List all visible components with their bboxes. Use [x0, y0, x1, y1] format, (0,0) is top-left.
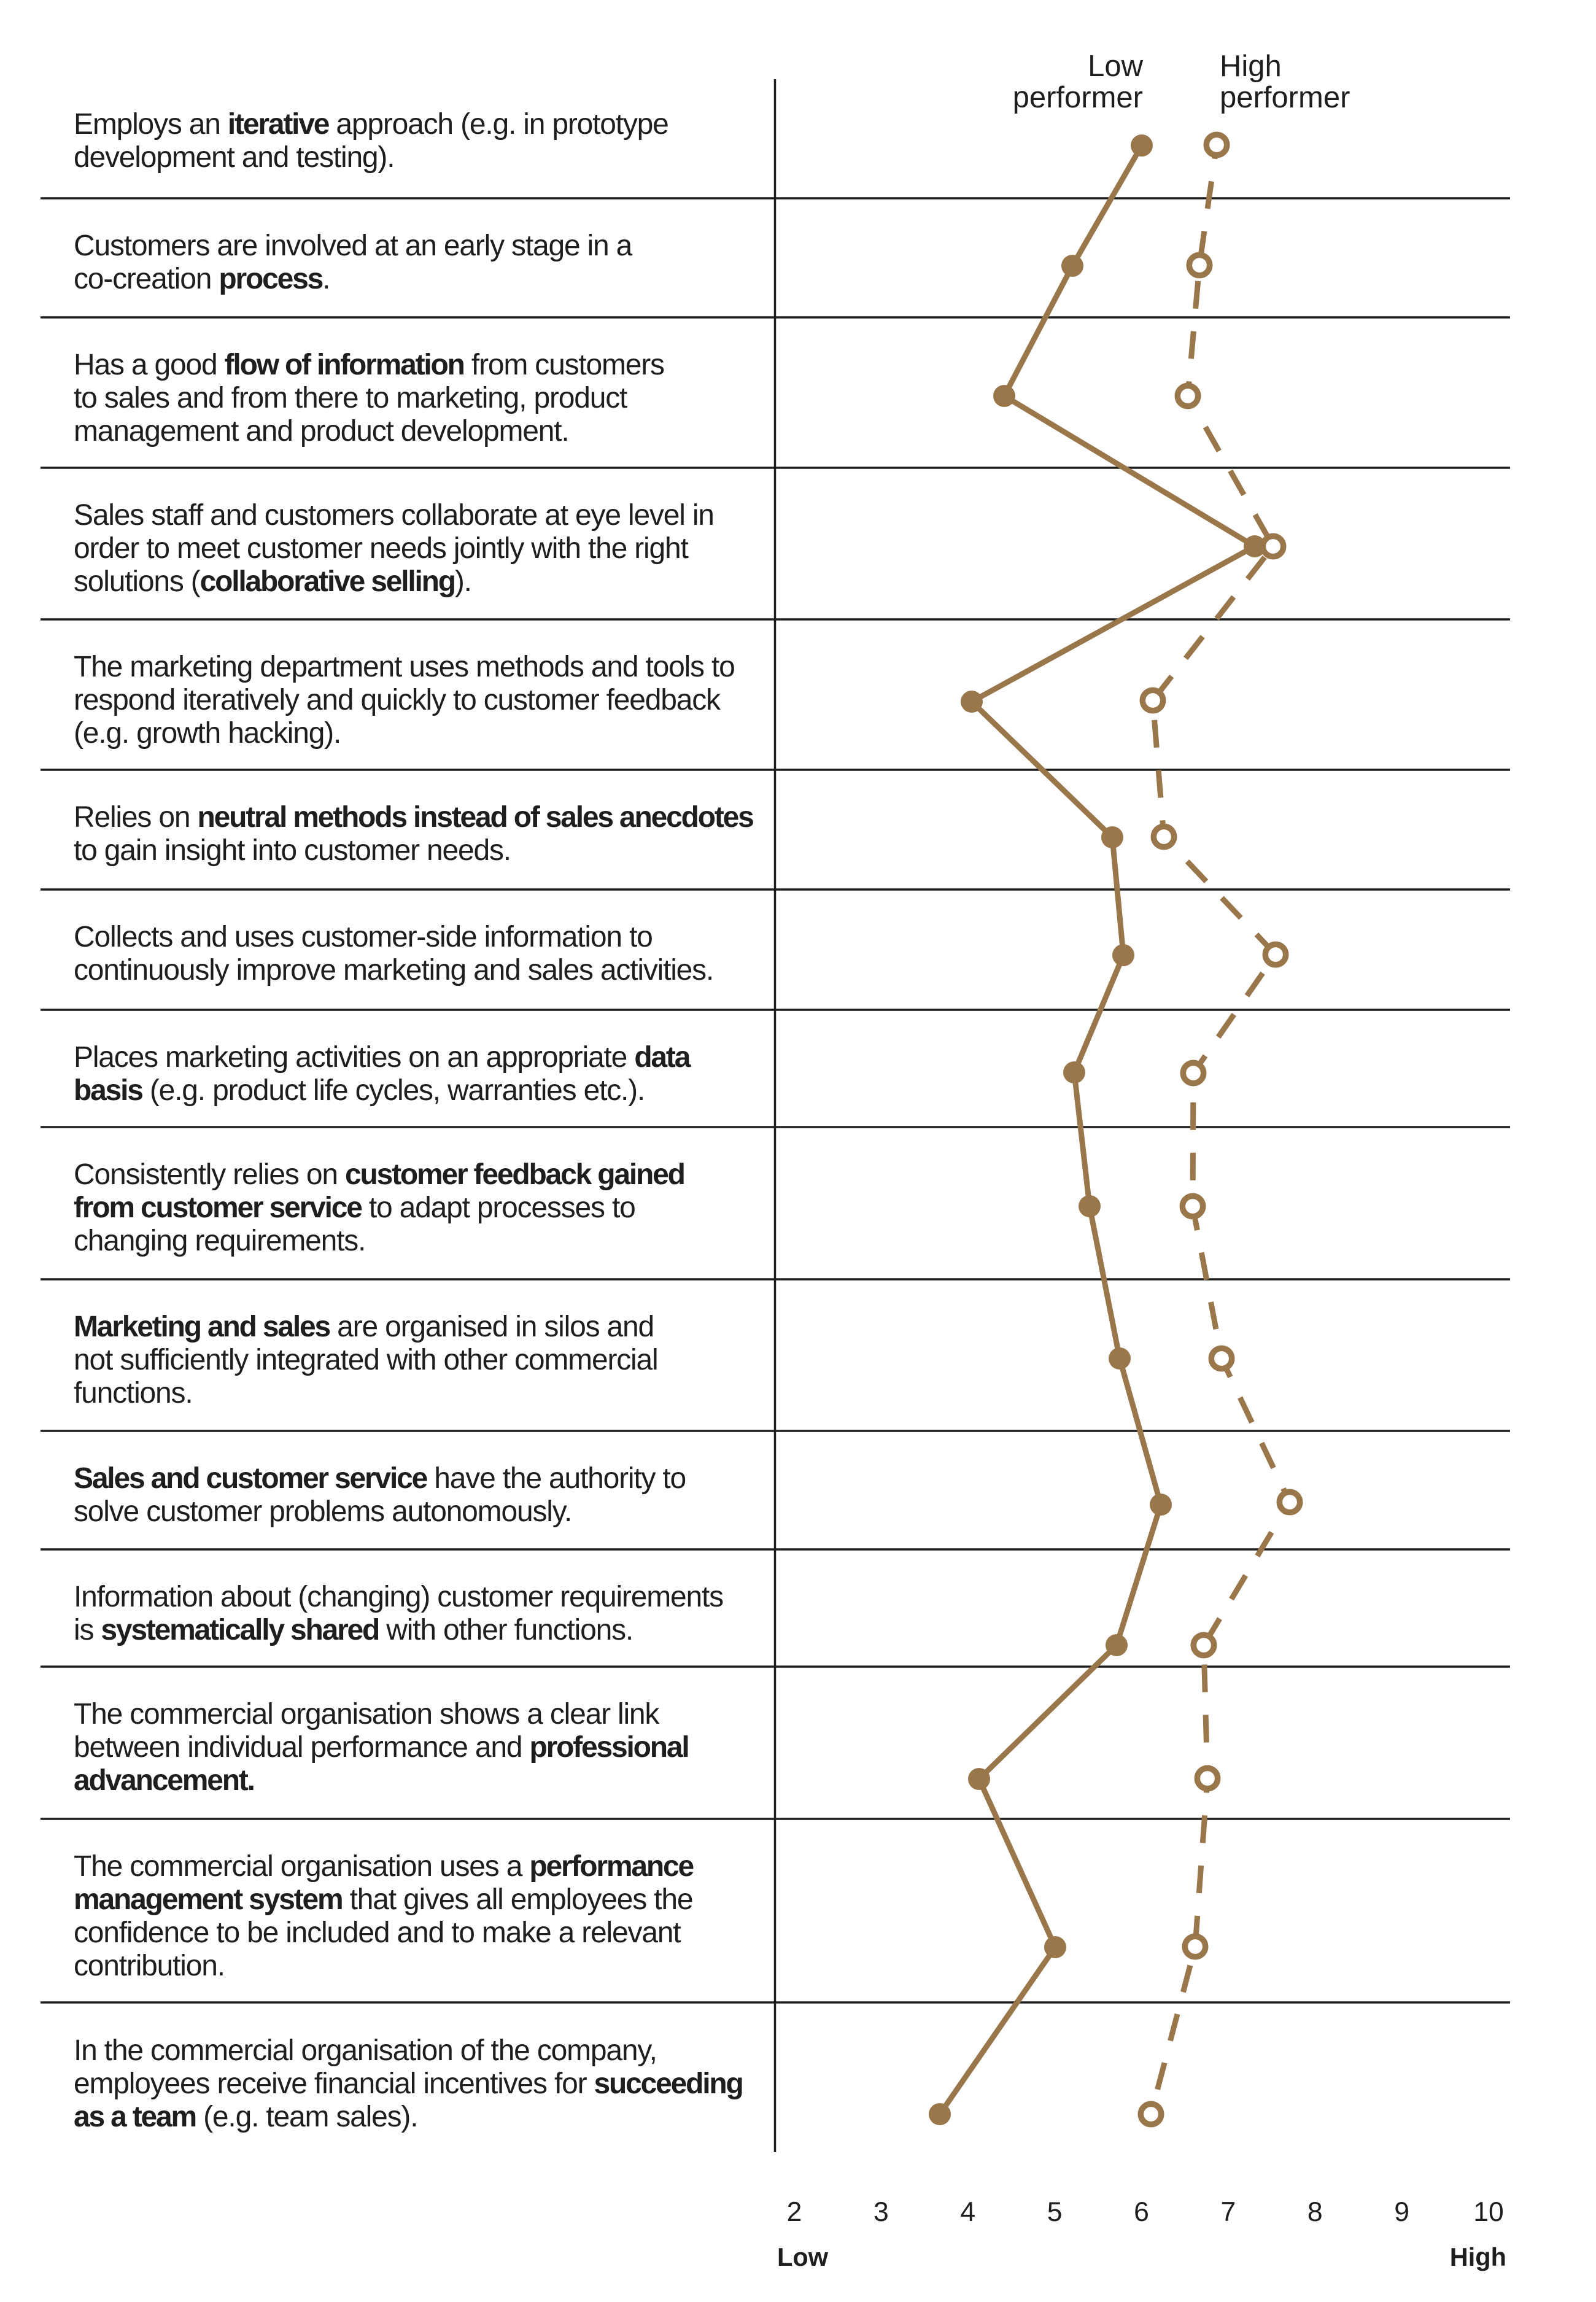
svg-text:3: 3 [874, 2197, 889, 2227]
svg-text:performer: performer [1013, 81, 1143, 114]
svg-text:4: 4 [960, 2197, 975, 2227]
svg-text:2: 2 [787, 2197, 802, 2227]
svg-text:High: High [1220, 50, 1282, 83]
svg-text:High: High [1450, 2242, 1506, 2271]
svg-text:Low: Low [1088, 50, 1144, 83]
svg-text:10: 10 [1473, 2197, 1504, 2227]
svg-text:6: 6 [1134, 2197, 1149, 2227]
svg-text:9: 9 [1394, 2197, 1409, 2227]
svg-text:5: 5 [1047, 2197, 1063, 2227]
svg-text:7: 7 [1221, 2197, 1236, 2227]
svg-text:8: 8 [1307, 2197, 1323, 2227]
svg-text:Low: Low [777, 2242, 829, 2271]
svg-text:performer: performer [1220, 81, 1350, 114]
